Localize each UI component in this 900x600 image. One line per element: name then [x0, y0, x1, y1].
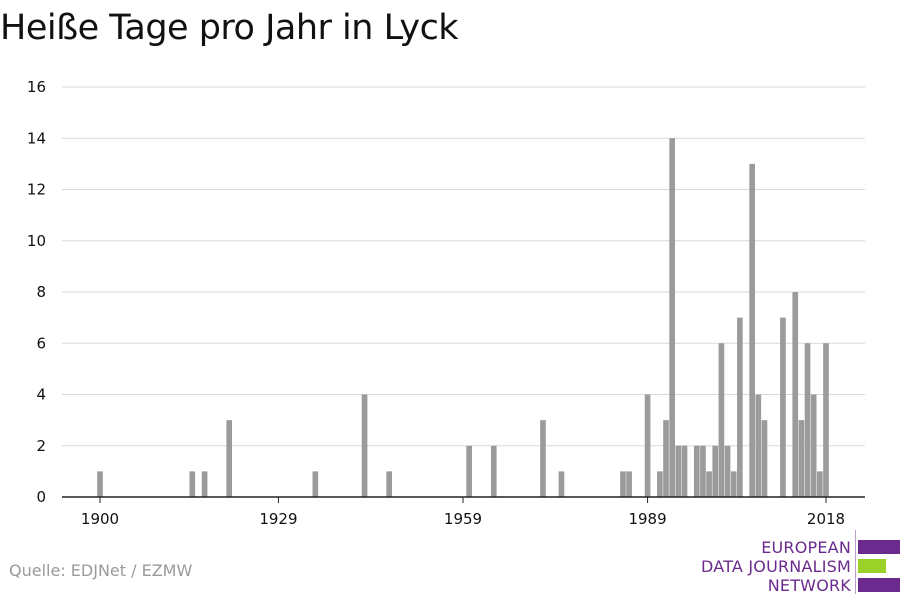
- bar-2004: [737, 317, 743, 498]
- y-tick-labels: 0 2 4 6 8 10 12 14 16: [27, 78, 46, 506]
- bar-1989: [644, 394, 651, 497]
- y-tick-label-8: 8: [36, 283, 46, 301]
- bar-1999: [706, 471, 712, 498]
- bar-1935: [312, 471, 319, 498]
- y-tick-label-6: 6: [36, 334, 46, 352]
- bar-2013: [792, 292, 799, 497]
- bar-1985: [620, 471, 626, 498]
- bar-1991: [657, 471, 663, 498]
- bar-2007: [755, 394, 762, 497]
- bar-1964: [490, 445, 497, 497]
- bar-2006: [749, 163, 755, 498]
- bar-1960: [466, 445, 472, 497]
- y-tick-label-14: 14: [27, 129, 46, 147]
- bar-1986: [626, 471, 632, 498]
- bar-1994: [675, 445, 682, 497]
- edjnet-logo: EUROPEAN DATA JOURNALISM NETWORK: [700, 530, 900, 600]
- y-tick-label-16: 16: [27, 78, 46, 96]
- bar-2003: [730, 471, 737, 498]
- bar-1917: [201, 471, 208, 498]
- y-tick-label-12: 12: [27, 181, 46, 199]
- bar-2015: [804, 343, 811, 497]
- bar-1947: [386, 471, 392, 498]
- logo-bar-purple-top: [858, 540, 900, 554]
- bar-1998: [700, 445, 706, 497]
- logo-text-data-journalism: DATA JOURNALISM: [701, 557, 851, 576]
- logo-text-network: NETWORK: [767, 576, 851, 595]
- y-tick-label-4: 4: [36, 386, 46, 404]
- bar-2016: [810, 394, 817, 497]
- x-tick-label-1989: 1989: [628, 510, 666, 528]
- bar-1995: [681, 445, 688, 497]
- y-tick-label-2: 2: [36, 437, 46, 455]
- bar-1992: [663, 420, 669, 498]
- bar-1997: [693, 445, 700, 497]
- axes: [62, 496, 865, 503]
- x-tick-label-1900: 1900: [81, 510, 119, 528]
- bar-1921: [226, 420, 233, 498]
- bar-2001: [718, 343, 725, 497]
- bar-1972: [540, 420, 546, 498]
- x-tick-label-1929: 1929: [259, 510, 297, 528]
- bar-1993: [669, 138, 676, 497]
- bar-2008: [761, 420, 768, 498]
- bars: [97, 138, 829, 498]
- logo-bar-purple-bottom: [858, 578, 900, 592]
- logo-text-european: EUROPEAN: [761, 538, 851, 557]
- y-tick-label-0: 0: [36, 488, 46, 506]
- chart-title: Heiße Tage pro Jahr in Lyck: [0, 8, 459, 48]
- bar-1943: [361, 394, 368, 497]
- x-tick-labels: 1900 1929 1959 1989 2018: [81, 510, 845, 528]
- x-tick-label-2018: 2018: [807, 510, 845, 528]
- logo-bar-green: [858, 559, 886, 573]
- bar-2000: [712, 445, 719, 497]
- bar-2018: [823, 343, 829, 497]
- bar-2011: [780, 317, 786, 498]
- bar-2014: [798, 420, 805, 498]
- logo-divider: [855, 530, 856, 594]
- y-tick-label-10: 10: [27, 232, 46, 250]
- bar-1915: [189, 471, 196, 498]
- bar-1975: [558, 471, 565, 498]
- bar-2002: [724, 445, 731, 497]
- grid-lines: [62, 86, 865, 447]
- source-note: Quelle: EDJNet / EZMW: [9, 561, 193, 580]
- bar-1900: [97, 471, 103, 498]
- x-tick-label-1959: 1959: [444, 510, 482, 528]
- bar-2017: [817, 471, 823, 498]
